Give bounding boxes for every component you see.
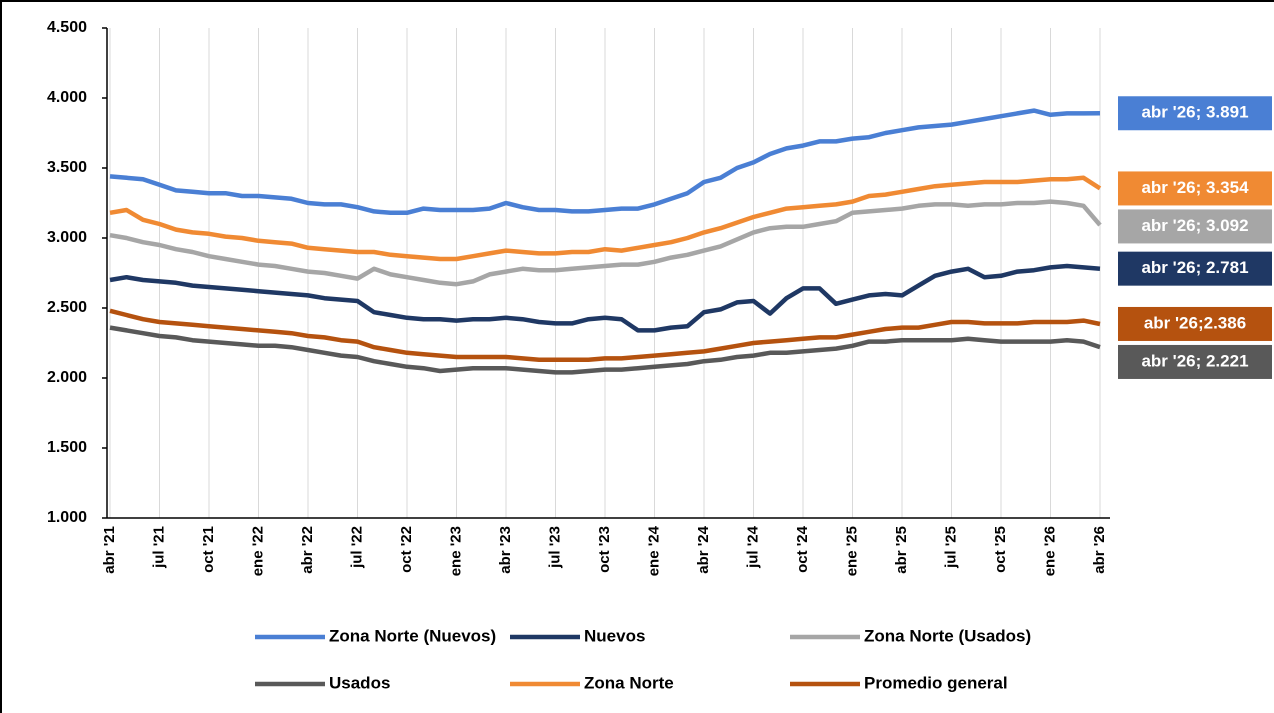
x-tick-label: ene '22 [249,526,266,576]
x-tick-label: oct '25 [992,526,1009,573]
series-line [109,175,1102,262]
value-label: abr '26; 2.221 [1141,351,1248,370]
x-tick-label: abr '26 [1091,526,1108,574]
legend-label: Promedio general [864,673,1008,692]
x-tick-label: ene '26 [1041,526,1058,576]
value-label-box [1118,96,1272,131]
x-tick-label: jul '24 [744,525,761,569]
value-label-box [1118,344,1272,379]
x-tick-label: abr '25 [893,526,910,574]
series-line [109,325,1101,375]
x-tick-label: abr '23 [497,526,514,574]
legend-label: Zona Norte [584,673,674,692]
value-label-box [1118,251,1272,286]
value-label: abr '26; 3.354 [1141,178,1249,197]
y-tick-label: 4.500 [47,19,87,36]
series-line [109,308,1101,363]
x-tick-label: oct '22 [398,526,415,573]
legend-label: Zona Norte (Nuevos) [329,626,496,645]
y-tick-label: 3.500 [47,159,87,176]
series-line [109,263,1101,333]
y-tick-label: 1.500 [47,439,87,456]
x-tick-label: jul '21 [150,526,167,569]
y-tick-label: 2.000 [47,369,87,386]
series-line [109,199,1102,287]
value-label: abr '26; 3.891 [1141,103,1248,122]
y-tick-label: 3.000 [47,229,87,246]
x-tick-label: jul '22 [348,526,365,569]
x-tick-label: oct '23 [596,526,613,573]
value-label: abr '26;2.386 [1144,313,1246,332]
x-tick-label: ene '24 [645,525,662,576]
y-tick-label: 2.500 [47,299,87,316]
value-label-box [1118,209,1272,244]
x-tick-label: abr '24 [695,525,712,573]
value-label-box [1118,306,1272,341]
legend-label: Nuevos [584,626,645,645]
x-tick-label: abr '22 [299,526,316,574]
value-label: abr '26; 2.781 [1141,258,1248,277]
x-tick-label: oct '24 [794,525,811,573]
x-tick-label: jul '23 [546,526,563,569]
y-tick-label: 1.000 [47,509,87,526]
value-label: abr '26; 3.092 [1141,216,1248,235]
x-tick-label: oct '21 [200,526,217,573]
series-line [109,108,1101,216]
x-tick-label: abr '21 [101,526,118,574]
y-tick-label: 4.000 [47,89,87,106]
legend-label: Usados [329,673,390,692]
x-tick-label: jul '25 [942,526,959,569]
legend-label: Zona Norte (Usados) [864,626,1031,645]
x-tick-label: ene '25 [843,526,860,576]
value-label-box [1118,171,1272,206]
x-tick-label: ene '23 [447,526,464,576]
